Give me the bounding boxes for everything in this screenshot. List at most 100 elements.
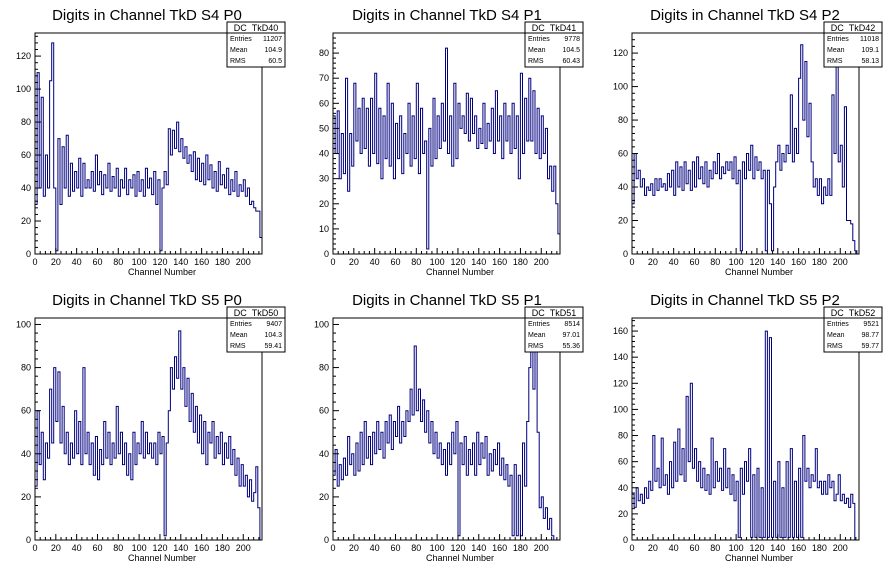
chart-title: Digits in Channel TkD S5 P1 [352,292,542,309]
x-tick-label: 100 [132,257,147,267]
y-tick-label: 60 [319,98,329,108]
x-tick-label: 140 [173,543,188,553]
x-tick-label: 200 [236,543,251,553]
y-tick-label: 20 [618,509,628,519]
x-tick-label: 180 [215,543,230,553]
y-tick-label: 100 [314,319,329,329]
y-tick-label: 80 [618,431,628,441]
x-tick-label: 60 [390,543,400,553]
stats-label: RMS [230,343,246,350]
x-tick-label: 180 [215,257,230,267]
x-tick-label: 140 [471,257,486,267]
x-axis-title: Channel Number [725,553,793,563]
y-tick-label: 120 [613,48,628,58]
stats-box [524,21,584,68]
stats-value: 11018 [860,36,879,43]
y-tick-label: 20 [21,492,31,502]
stats-value: 104.5 [562,47,580,54]
y-tick-label: 100 [613,82,628,92]
stats-value: 109.1 [861,47,879,54]
plot-frame [34,32,263,255]
x-tick-label: 80 [710,543,720,553]
x-tick-label: 100 [729,543,744,553]
stats-label: Entries [230,321,252,328]
x-axis-title: Channel Number [128,553,196,563]
y-tick-label: 80 [319,48,329,58]
stats-name: DC_TkD52 [831,308,876,318]
x-tick-label: 180 [513,543,528,553]
x-tick-label: 180 [812,257,827,267]
x-axis-title: Channel Number [128,267,196,277]
x-axis-title: Channel Number [725,267,793,277]
stats-label: Entries [827,36,849,43]
x-tick-label: 120 [450,257,465,267]
y-tick-label: 20 [618,216,628,226]
x-tick-label: 160 [194,257,209,267]
stats-label: Entries [827,321,849,328]
x-tick-label: 120 [152,543,167,553]
stats-label: RMS [827,343,843,350]
y-tick-label: 20 [21,216,31,226]
stats-value: 8514 [564,321,580,328]
x-tick-label: 160 [791,543,806,553]
stats-box [524,306,584,353]
x-tick-label: 60 [92,257,102,267]
y-tick-label: 10 [319,224,329,234]
stats-label: RMS [528,343,544,350]
y-tick-label: 60 [21,406,31,416]
x-tick-label: 60 [689,543,699,553]
stats-label: Entries [528,36,550,43]
x-tick-label: 140 [770,257,785,267]
y-tick-label: 60 [319,406,329,416]
x-tick-label: 80 [411,257,421,267]
stats-label: RMS [230,58,246,65]
x-tick-label: 0 [32,257,37,267]
x-tick-label: 200 [534,543,549,553]
x-tick-label: 80 [113,543,123,553]
x-tick-label: 120 [450,543,465,553]
y-tick-label: 40 [21,183,31,193]
x-tick-label: 40 [370,257,380,267]
y-tick-label: 0 [623,249,628,259]
y-tick-label: 30 [319,174,329,184]
y-tick-label: 100 [16,84,31,94]
x-tick-label: 180 [513,257,528,267]
y-tick-label: 40 [618,182,628,192]
x-tick-label: 160 [492,543,507,553]
stats-name: DC_TkD42 [831,23,876,33]
x-axis-title: Channel Number [426,267,494,277]
x-tick-label: 160 [194,543,209,553]
x-tick-label: 200 [833,257,848,267]
x-tick-label: 0 [32,543,37,553]
x-tick-label: 100 [132,543,147,553]
x-tick-label: 200 [534,257,549,267]
x-tick-label: 20 [51,543,61,553]
y-tick-label: 80 [618,115,628,125]
x-tick-label: 20 [648,543,658,553]
stats-label: Entries [230,36,252,43]
y-tick-label: 60 [618,457,628,467]
stats-name: DC_TkD40 [234,23,279,33]
x-tick-label: 20 [648,257,658,267]
chart-title: Digits in Channel TkD S5 P0 [52,292,242,309]
x-tick-label: 0 [629,543,634,553]
plot-frame [332,317,561,541]
y-tick-label: 0 [623,535,628,545]
x-tick-label: 20 [51,257,61,267]
chart-title: Digits in Channel TkD S4 P0 [52,7,242,24]
y-tick-label: 0 [324,535,329,545]
x-tick-label: 120 [749,257,764,267]
stats-value: 104.3 [264,332,282,339]
x-tick-label: 100 [729,257,744,267]
stats-box [226,306,286,353]
histogram-series [631,330,856,540]
stats-label: RMS [528,58,544,65]
y-tick-label: 80 [319,363,329,373]
histogram-series [34,330,261,540]
x-tick-label: 60 [689,257,699,267]
x-tick-label: 80 [710,257,720,267]
y-tick-label: 40 [319,149,329,159]
histogram-series [332,47,561,254]
stats-label: Mean [528,332,546,339]
y-tick-label: 0 [26,535,31,545]
